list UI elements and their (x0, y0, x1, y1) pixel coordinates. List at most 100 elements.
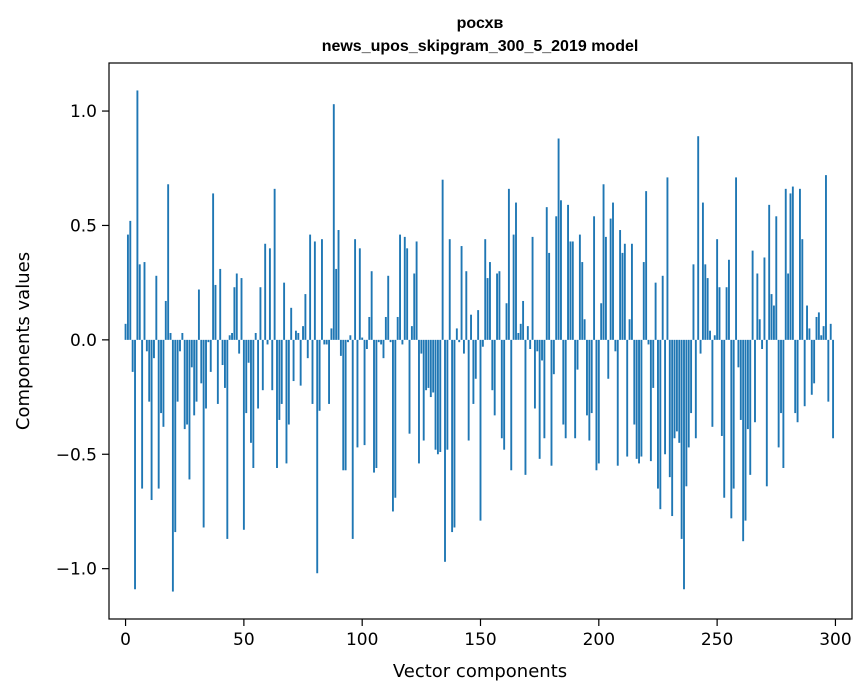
bar-92 (342, 339, 345, 471)
bar-10 (148, 339, 151, 402)
bar-15 (160, 339, 162, 414)
bar-291 (813, 339, 816, 384)
bar-215 (633, 339, 636, 425)
bar-132 (436, 339, 439, 455)
bar-139 (453, 339, 456, 528)
bar-180 (550, 339, 553, 466)
bar-241 (694, 339, 697, 439)
bar-243 (699, 339, 702, 354)
bar-88 (332, 104, 335, 340)
bar-260 (739, 339, 742, 420)
bar-106 (375, 339, 378, 468)
bar-167 (519, 323, 522, 340)
bar-57 (259, 287, 262, 340)
bar-238 (687, 339, 690, 448)
bar-194 (583, 319, 586, 340)
bar-68 (285, 339, 288, 464)
bar-131 (434, 339, 437, 450)
bar-75 (302, 326, 304, 340)
y-tick-label: 0.5 (70, 216, 97, 236)
bar-298 (829, 323, 832, 340)
bar-282 (791, 186, 794, 340)
bar-82 (318, 339, 321, 411)
bar-93 (344, 339, 347, 471)
bar-60 (266, 339, 269, 345)
bar-96 (351, 339, 354, 539)
bar-155 (491, 339, 494, 391)
bar-83 (321, 239, 323, 340)
bar-234 (678, 339, 681, 443)
bar-204 (607, 339, 610, 379)
bar-13 (155, 275, 158, 340)
bar-30 (195, 339, 198, 402)
bar-202 (602, 184, 605, 340)
bar-69 (287, 339, 290, 425)
bar-181 (552, 339, 555, 375)
bar-98 (356, 339, 359, 448)
bar-31 (197, 289, 200, 340)
bar-53 (250, 339, 252, 443)
bar-3 (131, 339, 134, 372)
x-tick-label: 100 (346, 630, 378, 650)
bar-285 (799, 188, 801, 340)
bar-219 (642, 262, 645, 340)
bar-2 (129, 220, 132, 340)
bar-280 (787, 273, 790, 340)
bar-218 (640, 339, 643, 457)
bar-161 (505, 303, 508, 340)
bar-76 (304, 294, 307, 340)
bar-261 (742, 339, 745, 542)
bar-244 (701, 202, 704, 340)
bar-197 (590, 339, 593, 414)
bar-150 (479, 339, 482, 521)
bar-264 (749, 339, 752, 475)
bar-290 (810, 339, 813, 395)
bar-253 (723, 339, 726, 498)
bar-21 (174, 339, 177, 533)
bar-72 (294, 330, 297, 340)
bar-79 (311, 339, 314, 404)
bar-153 (486, 278, 489, 340)
bar-247 (709, 330, 711, 340)
bar-126 (422, 339, 425, 441)
bar-233 (675, 339, 678, 432)
bar-220 (645, 191, 648, 340)
bar-70 (290, 307, 293, 340)
bar-84 (323, 339, 326, 345)
bar-207 (614, 339, 617, 352)
bar-178 (545, 207, 548, 340)
bar-44 (228, 335, 231, 340)
bar-249 (713, 335, 716, 340)
bar-54 (252, 339, 255, 468)
x-tick-label: 200 (583, 630, 615, 650)
bar-122 (413, 273, 416, 340)
bar-183 (557, 138, 560, 340)
bar-118 (403, 236, 406, 340)
bar-40 (219, 268, 222, 340)
bar-105 (373, 339, 375, 473)
bar-110 (384, 316, 387, 340)
x-tick-label: 0 (120, 630, 131, 650)
bar-189 (571, 241, 574, 340)
bar-172 (531, 236, 534, 340)
bar-223 (652, 339, 655, 388)
bar-228 (664, 339, 667, 455)
bar-143 (462, 339, 465, 354)
bar-29 (193, 339, 196, 416)
bar-200 (597, 339, 600, 464)
bar-174 (536, 339, 539, 352)
bar-77 (306, 339, 309, 359)
bar-179 (548, 252, 551, 340)
bar-133 (439, 339, 442, 452)
bar-140 (455, 328, 458, 340)
bar-173 (533, 339, 536, 409)
bar-186 (564, 339, 567, 439)
bar-176 (541, 339, 543, 361)
bar-266 (754, 339, 756, 423)
bar-271 (765, 339, 768, 487)
bar-292 (815, 316, 818, 340)
bar-121 (410, 326, 413, 340)
bar-255 (728, 259, 730, 340)
bar-265 (751, 250, 754, 340)
